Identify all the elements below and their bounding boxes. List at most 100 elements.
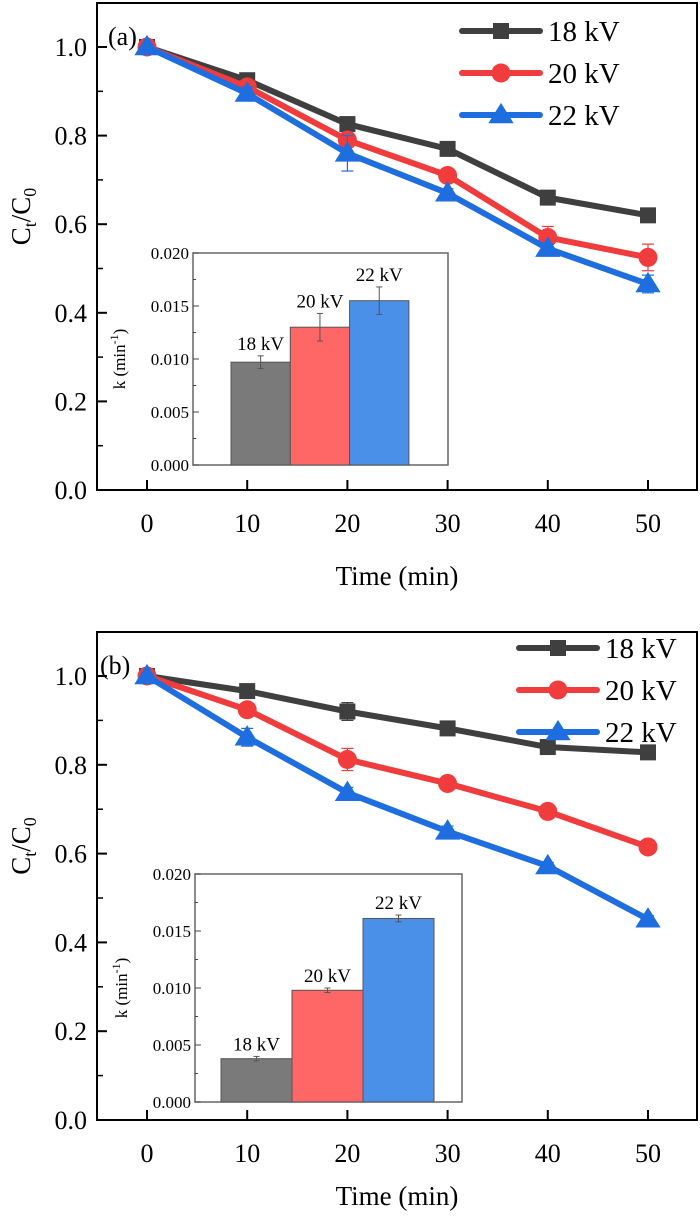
y-axis-title-slash: /C <box>6 826 36 852</box>
legend-item: 22 kV <box>516 717 677 749</box>
inset-y-tick-label: 0.010 <box>151 350 189 369</box>
legend-item: 22 kV <box>459 100 620 132</box>
series-square <box>139 668 656 761</box>
marker-triangle <box>134 34 160 56</box>
inset-y-title-main: k (min <box>110 344 129 389</box>
inset-y-title-sup: -1 <box>107 334 121 344</box>
x-tick-label: 0 <box>141 1139 154 1168</box>
y-axis-title-sub-0: 0 <box>20 817 40 826</box>
panel-label: (b) <box>100 651 130 680</box>
y-tick-label: 0.0 <box>55 476 88 505</box>
series-line <box>144 44 651 288</box>
inset-y-axis-title: k (min-1) <box>107 329 129 390</box>
inset-y-tick-label: 0.005 <box>153 1036 191 1055</box>
inset-y-tick-label: 0.005 <box>151 403 189 422</box>
marker-square <box>550 640 566 656</box>
x-tick-label: 30 <box>435 1139 461 1168</box>
inset-y-title-close: ) <box>110 329 129 335</box>
legend-label: 22 kV <box>605 717 677 749</box>
inset-y-title-close: ) <box>112 958 131 964</box>
series-line <box>144 673 651 756</box>
marker-circle <box>638 247 658 267</box>
y-tick-label: 0.8 <box>55 122 88 151</box>
marker-circle <box>438 165 458 185</box>
plot-frame <box>96 2 698 491</box>
inset-bar-chart: 0.000 0.005 0.010 0.015 0.020 k (min-1) 18 kV 2… <box>107 244 449 475</box>
y-axis-title-sub-t: t <box>20 222 40 227</box>
x-axis-title: Time (min) <box>336 1181 459 1211</box>
inset-bar <box>362 917 435 1103</box>
inset-bar-chart: 0.000 0.005 0.010 0.015 0.020 k (min-1) 18 kV 2… <box>109 865 463 1112</box>
inset-y-tick-label: 0.015 <box>151 297 189 316</box>
marker-triangle <box>535 853 561 875</box>
marker-circle <box>538 801 558 821</box>
legend-item: 18 kV <box>516 633 677 665</box>
inset-bar <box>230 361 291 466</box>
marker-square <box>640 207 656 224</box>
legend: 18 kV 20 kV 22 kV <box>516 633 677 749</box>
series-line <box>144 44 651 261</box>
legend: 18 kV 20 kV 22 kV <box>459 16 620 132</box>
marker-circle <box>638 837 658 857</box>
y-tick-label: 0.6 <box>55 210 88 239</box>
inset-y-title-sup: -1 <box>109 963 123 973</box>
marker-triangle <box>334 780 361 802</box>
y-axis-title-c: C <box>6 857 36 875</box>
inset-bar <box>220 1058 293 1103</box>
inset-y-tick-label: 0.000 <box>151 456 189 475</box>
inset-y-title-main: k (min <box>112 973 131 1018</box>
legend-item: 20 kV <box>459 58 620 90</box>
y-tick-label: 1.0 <box>55 662 88 691</box>
legend-item: 20 kV <box>516 675 677 707</box>
marker-circle <box>491 63 511 83</box>
legend-label: 18 kV <box>548 16 620 48</box>
inset-bar <box>289 326 351 466</box>
y-tick-label: 0.0 <box>55 1106 88 1135</box>
x-tick-label: 40 <box>535 509 561 538</box>
marker-square <box>339 116 356 133</box>
marker-square <box>493 23 509 39</box>
panel-label: (a) <box>108 22 137 51</box>
inset-y-tick-label: 0.020 <box>153 865 191 884</box>
marker-square <box>640 744 656 761</box>
inset-bar-label: 22 kV <box>356 265 403 286</box>
inset-bar-label: 18 kV <box>233 1034 280 1055</box>
inset-y-tick-label: 0.020 <box>151 244 189 263</box>
marker-triangle <box>234 81 260 102</box>
marker-circle <box>237 700 257 720</box>
marker-square <box>539 739 556 756</box>
y-tick-label: 0.2 <box>55 1017 88 1046</box>
marker-square <box>239 683 256 700</box>
series-line <box>144 673 651 923</box>
series-line <box>144 673 651 850</box>
marker-triangle <box>434 181 461 202</box>
y-tick-label: 1.0 <box>55 33 88 62</box>
marker-triangle <box>134 663 160 685</box>
inset-y-tick-label: 0.000 <box>153 1093 191 1112</box>
series-circle <box>137 666 658 857</box>
y-tick-label: 0.2 <box>55 387 88 416</box>
inset-y-tick-label: 0.010 <box>153 979 191 998</box>
marker-triangle <box>535 236 561 257</box>
panel-b: 0 10 20 30 40 50 0.0 0.2 0.4 0.6 0.8 1.0 Time (min) C… <box>6 631 698 1211</box>
marker-circle <box>438 773 458 793</box>
y-axis-title-sub-0: 0 <box>20 188 40 197</box>
marker-triangle <box>234 725 260 746</box>
y-axis-title-sub-t: t <box>20 852 40 857</box>
marker-circle <box>337 749 357 769</box>
inset-bar-label: 18 kV <box>237 334 284 355</box>
legend-label: 20 kV <box>548 58 620 90</box>
marker-square <box>539 189 556 206</box>
x-tick-label: 20 <box>334 509 360 538</box>
marker-square <box>439 720 456 737</box>
marker-triangle <box>434 819 461 840</box>
y-tick-label: 0.8 <box>55 751 88 780</box>
inset-bar-label: 22 kV <box>375 893 422 914</box>
y-axis-title-slash: /C <box>6 197 36 223</box>
x-tick-label: 50 <box>635 1139 661 1168</box>
series-triangle <box>134 663 661 928</box>
x-tick-label: 10 <box>234 1139 260 1168</box>
inset-y-tick-label: 0.015 <box>153 922 191 941</box>
marker-triangle <box>334 141 361 162</box>
